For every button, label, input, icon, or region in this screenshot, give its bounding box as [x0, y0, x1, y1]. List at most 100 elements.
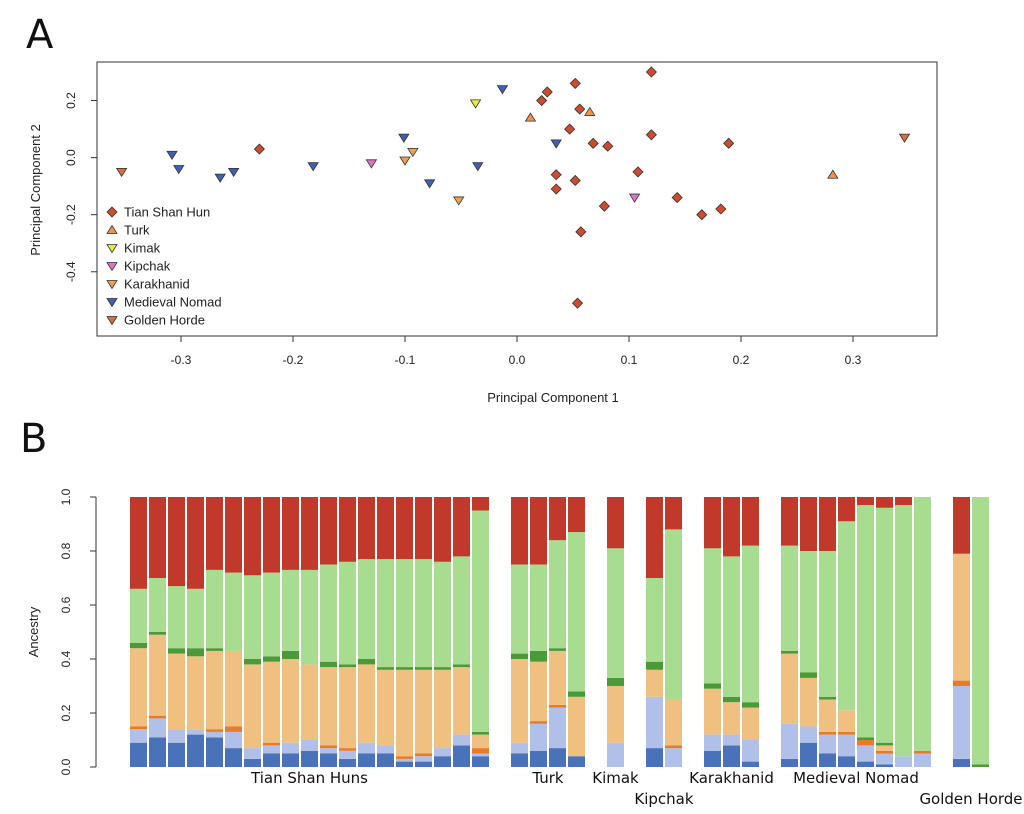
- group-label-tian-shan-huns: Tian Shan Huns: [250, 769, 368, 787]
- ancestry-segment: [225, 497, 242, 573]
- ancestry-segment: [301, 569, 318, 665]
- ancestry-bars: [130, 497, 989, 767]
- ancestry-segment: [168, 729, 185, 743]
- ancestry-segment: [607, 686, 624, 743]
- ancestry-segment: [646, 748, 663, 767]
- pca-x-tick-label: 0.2: [733, 353, 750, 367]
- ancestry-segment: [225, 748, 242, 767]
- ancestry-segment: [358, 659, 375, 665]
- ancestry-segment: [819, 497, 836, 551]
- legend-marker-karakhanid: [106, 280, 118, 290]
- group-label-karakhanid: Karakhanid: [689, 769, 774, 787]
- ancestry-segment: [187, 656, 204, 730]
- ancestry-segment: [953, 686, 970, 759]
- pca-point-tian-shan-hun: [550, 183, 562, 195]
- ancestry-segment: [876, 742, 893, 746]
- ancestry-segment: [282, 569, 299, 651]
- pca-point-turk: [524, 112, 537, 122]
- ancestry-segment: [781, 723, 798, 759]
- ancestry-segment: [568, 691, 585, 697]
- ancestry-segment: [742, 740, 759, 762]
- ancestry-segment: [396, 761, 413, 767]
- ancestry-segment: [472, 497, 489, 511]
- group-label-golden-horde: Golden Horde: [919, 790, 1022, 808]
- ancestry-segment: [453, 734, 470, 746]
- ancestry-segment: [781, 758, 798, 767]
- ancestry-segment: [895, 756, 912, 767]
- ancestry-segment: [263, 497, 280, 573]
- ancestry-segment: [453, 664, 470, 668]
- ancestry-segment: [472, 731, 489, 735]
- pca-point-tian-shan-hun: [602, 140, 614, 152]
- ancestry-segment: [549, 748, 566, 767]
- ancestry-segment: [434, 756, 451, 767]
- ancestry-segment: [511, 659, 528, 743]
- pca-point-tian-shan-hun: [645, 66, 657, 78]
- ancestry-segment: [377, 753, 394, 767]
- pca-point-tian-shan-hun: [541, 86, 553, 98]
- ancestry-segment: [187, 497, 204, 589]
- ancestry-segment: [781, 653, 798, 724]
- ancestry-segment: [530, 497, 547, 565]
- ancestry-segment: [781, 650, 798, 654]
- ancestry-segment: [358, 664, 375, 743]
- pca-y-axis: -0.4 -0.2 0.0 0.2: [64, 92, 97, 282]
- ancestry-segment: [320, 661, 337, 668]
- ancestry-segment: [320, 497, 337, 565]
- legend-label-medieval-nomad: Medieval Nomad: [124, 295, 222, 310]
- ancestry-segment: [282, 497, 299, 570]
- ancestry-segment: [415, 667, 432, 670]
- ancestry-segment: [549, 648, 566, 651]
- ancestry-segment: [568, 532, 585, 692]
- ancestry-segment: [646, 661, 663, 670]
- ancestry-segment: [130, 648, 147, 727]
- ancestry-segment: [453, 497, 470, 557]
- ancestry-segment: [704, 497, 721, 549]
- pca-point-tian-shan-hun: [550, 169, 562, 181]
- pca-point-tian-shan-hun: [645, 129, 657, 141]
- pca-point-medieval-nomad: [472, 162, 484, 172]
- ancestry-segment: [168, 742, 185, 767]
- pca-x-tick-label: -0.2: [283, 353, 304, 367]
- ancestry-segment: [320, 667, 337, 746]
- legend-marker-turk: [106, 224, 118, 234]
- ancestry-segment: [263, 572, 280, 657]
- group-label-turk: Turk: [531, 769, 564, 787]
- ancestry-segment: [301, 750, 318, 767]
- pca-point-medieval-nomad: [550, 139, 562, 149]
- ancestry-y-tick-label: 1.0: [59, 488, 73, 505]
- pca-scatter-plot: -0.3 -0.2 -0.1 0.0 0.1 0.2 0.3 -0.4-0.20.00.2 …: [28, 61, 938, 405]
- ancestry-segment: [876, 753, 893, 765]
- ancestry-segment: [225, 731, 242, 749]
- ancestry-segment: [453, 556, 470, 665]
- pca-point-tian-shan-hun: [632, 166, 644, 178]
- ancestry-segment: [819, 731, 836, 735]
- ancestry-segment: [434, 561, 451, 668]
- pca-point-golden-horde: [898, 133, 911, 143]
- legend-label-tian-shan-hun: Tian Shan Hun: [124, 205, 210, 220]
- pca-point-tian-shan-hun: [696, 209, 708, 221]
- ancestry-segment: [568, 497, 585, 533]
- ancestry-segment: [857, 505, 874, 738]
- pca-point-kimak: [469, 99, 482, 109]
- ancestry-segment: [244, 497, 261, 576]
- ancestry-segment: [263, 656, 280, 662]
- ancestry-segment: [972, 497, 989, 765]
- ancestry-segment: [301, 740, 318, 751]
- ancestry-segment: [704, 750, 721, 767]
- ancestry-segment: [665, 497, 682, 530]
- ancestry-segment: [206, 497, 223, 570]
- ancestry-segment: [472, 753, 489, 757]
- pca-point-karakhanid: [453, 196, 465, 206]
- ancestry-segment: [838, 734, 855, 757]
- ancestry-segment: [838, 710, 855, 732]
- ancestry-segment: [665, 529, 682, 700]
- pca-point-medieval-nomad: [227, 167, 240, 178]
- ancestry-segment: [723, 497, 740, 557]
- ancestry-segment: [646, 578, 663, 662]
- ancestry-segment: [511, 497, 528, 565]
- ancestry-segment: [339, 748, 356, 751]
- pca-point-tian-shan-hun: [671, 192, 683, 204]
- ancestry-segment: [914, 497, 931, 751]
- ancestry-segment: [301, 664, 318, 740]
